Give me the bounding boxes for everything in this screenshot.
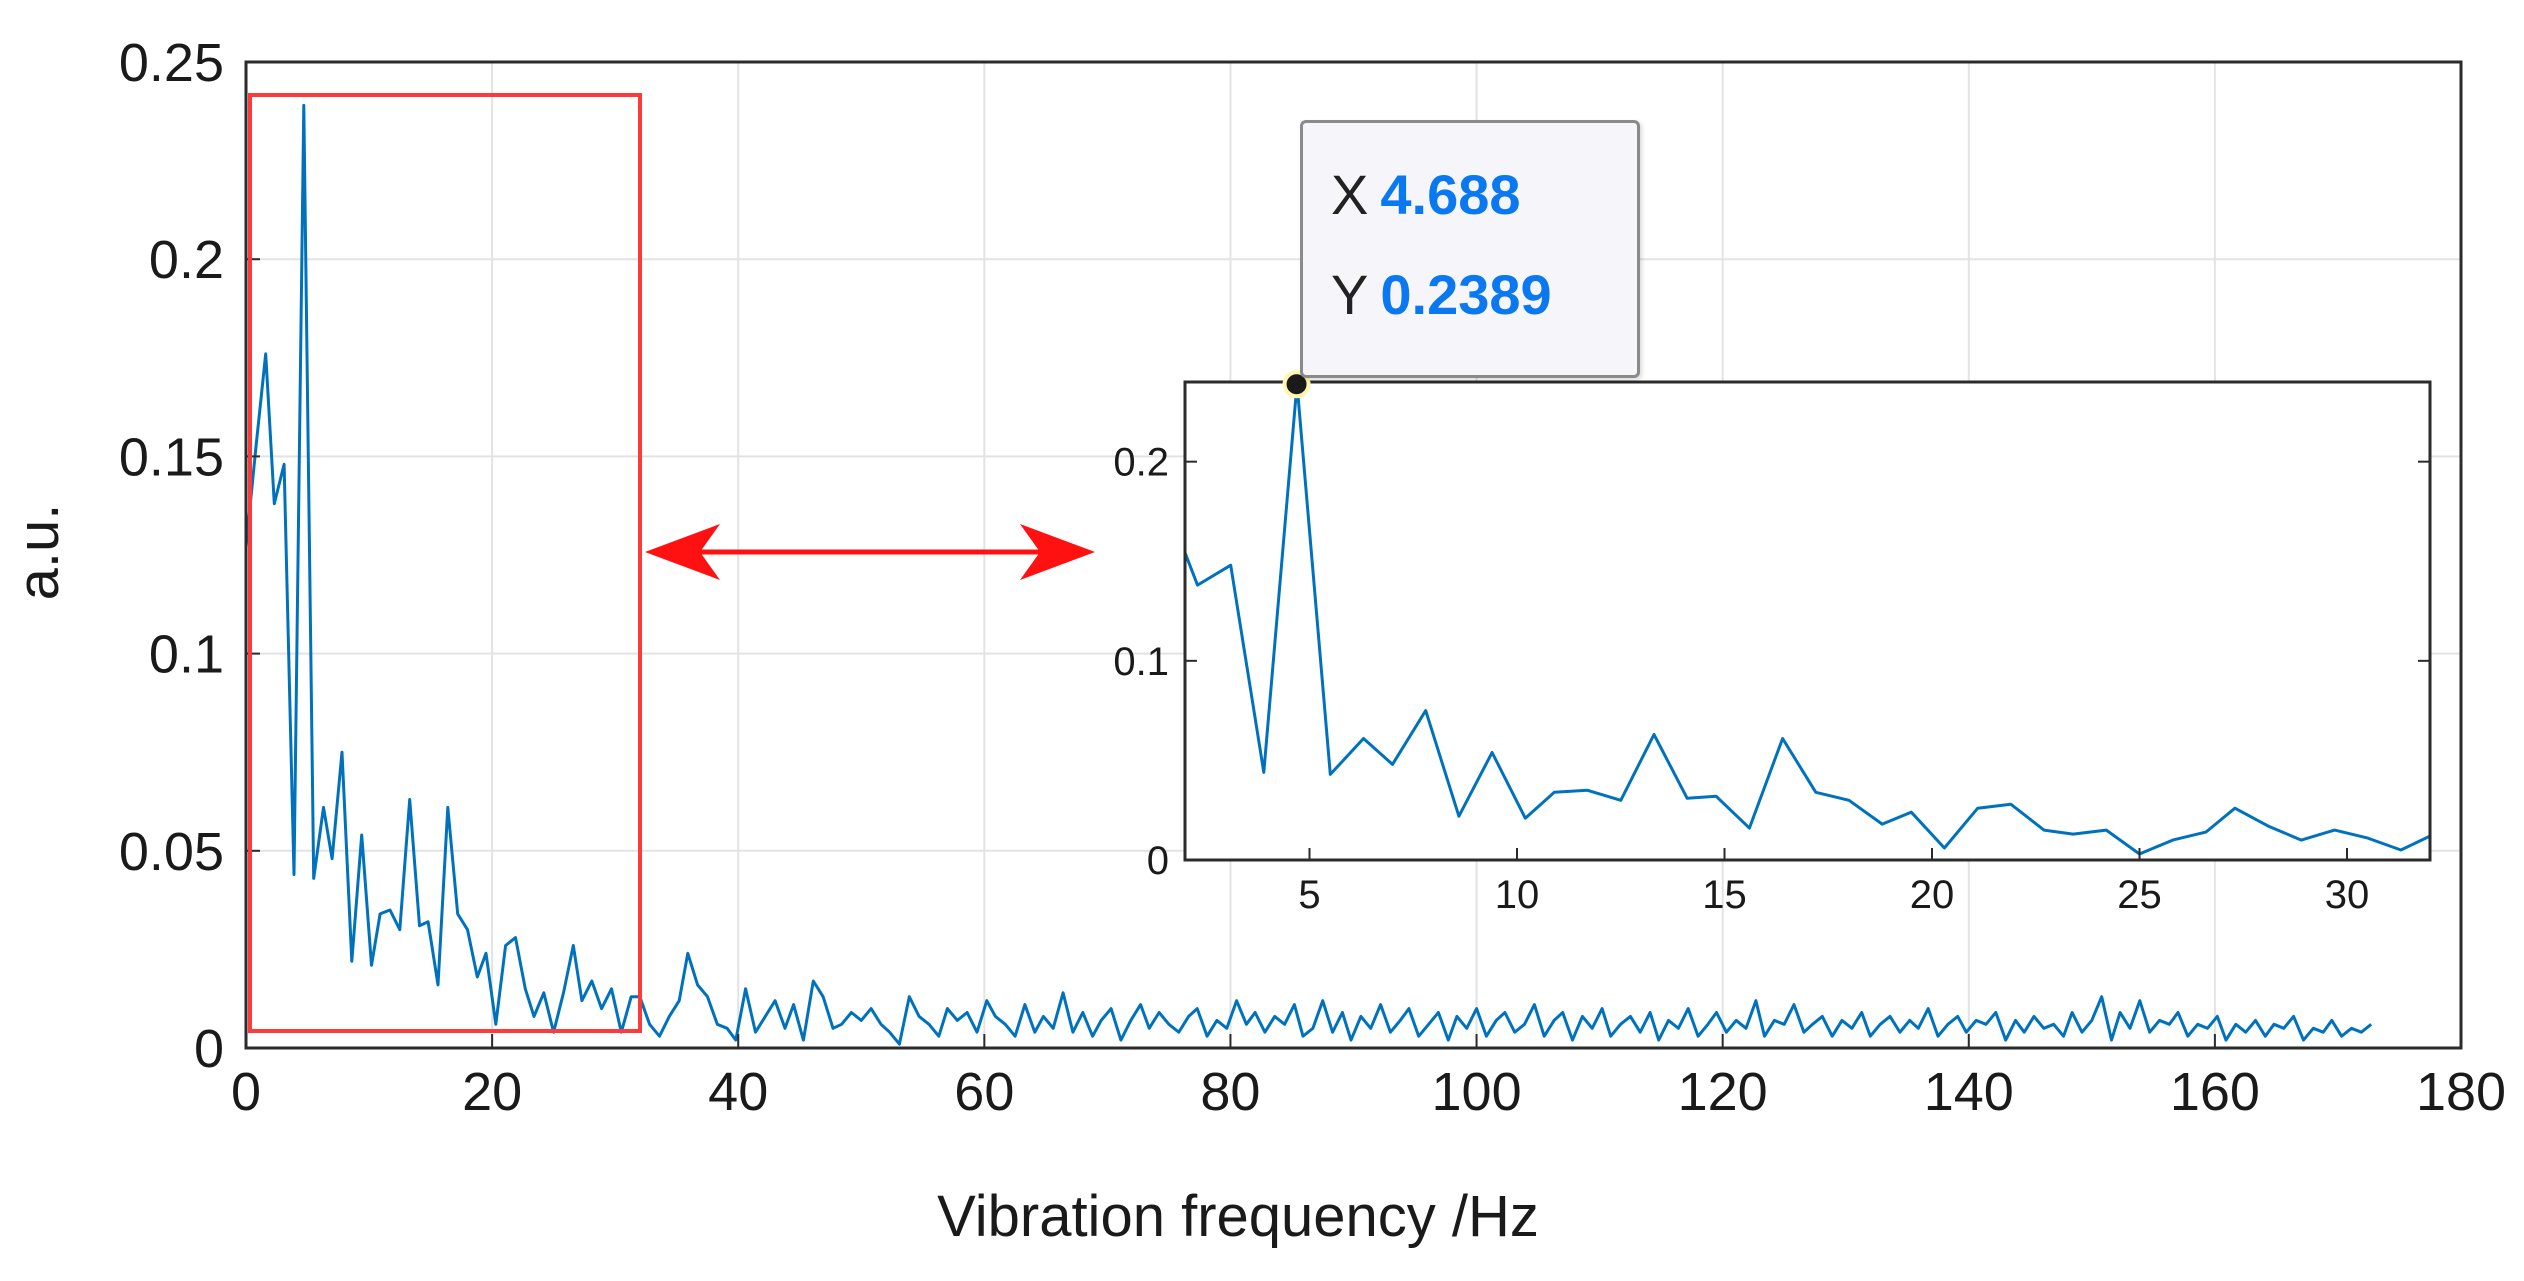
zoom-arrow	[645, 524, 1095, 580]
main-x-tick-label: 160	[2170, 1062, 2260, 1122]
main-y-tick-label: 0.25	[119, 33, 224, 93]
zoom-region-box	[248, 93, 642, 1033]
main-x-tick-label: 140	[1924, 1062, 2014, 1122]
main-y-tick-label: 0.15	[119, 427, 224, 487]
inset-y-tick-label: 0.1	[1113, 640, 1169, 684]
y-axis-label: a.u.	[6, 504, 71, 601]
inset-axes-frame	[1183, 380, 2432, 862]
main-x-tick-label: 20	[462, 1062, 522, 1122]
datatip-y-row: Y 0.2389	[1331, 263, 1552, 327]
main-ticks: 0 20 40 60 80 100 120 140 160 18000.050.10.150.20…	[119, 33, 2506, 1122]
inset-y-tick-label: 0.2	[1113, 441, 1169, 485]
main-y-tick-label: 0.1	[149, 625, 224, 685]
main-x-tick-label: 100	[1432, 1062, 1522, 1122]
inset-y-tick-label: 0	[1147, 839, 1169, 883]
main-x-tick-label: 0	[231, 1062, 261, 1122]
main-spectrum-line	[244, 103, 2373, 1046]
datatip-box[interactable]: X 4.688 Y 0.2389	[1300, 120, 1640, 378]
x-axis-label: Vibration frequency /Hz	[937, 1184, 1539, 1249]
inset-x-tick-label: 25	[2117, 873, 2162, 917]
inset-ticks: 5 10 15 20 25 30 0 0.1 0.2	[1113, 441, 2430, 917]
peak-datatip-marker[interactable]	[1282, 370, 1311, 399]
main-y-tick-label: 0	[194, 1019, 224, 1079]
datatip-x-label: X	[1331, 163, 1369, 226]
main-x-tick-label: 80	[1200, 1062, 1260, 1122]
datatip-y-value: 0.2389	[1380, 263, 1552, 326]
inset-x-tick-label: 30	[2325, 873, 2370, 917]
inset-x-tick-label: 10	[1495, 873, 1540, 917]
main-x-tick-label: 120	[1678, 1062, 1768, 1122]
main-axes-frame	[244, 60, 2463, 1050]
datatip-x-value: 4.688	[1380, 163, 1521, 226]
main-y-tick-label: 0.05	[119, 822, 224, 882]
inset-background	[1185, 382, 2430, 860]
inset-x-tick-label: 15	[1702, 873, 1747, 917]
inset-spectrum-line	[1185, 382, 2430, 856]
main-x-tick-label: 180	[2416, 1062, 2506, 1122]
main-series	[244, 103, 2373, 1046]
main-x-tick-label: 40	[708, 1062, 768, 1122]
datatip-x-row: X 4.688	[1331, 163, 1521, 227]
inset-x-tick-label: 5	[1298, 873, 1320, 917]
main-y-tick-label: 0.2	[149, 230, 224, 290]
datatip-y-label: Y	[1331, 263, 1369, 326]
inset-series	[1185, 382, 2430, 856]
main-x-tick-label: 60	[954, 1062, 1014, 1122]
inset-x-tick-label: 20	[1910, 873, 1955, 917]
